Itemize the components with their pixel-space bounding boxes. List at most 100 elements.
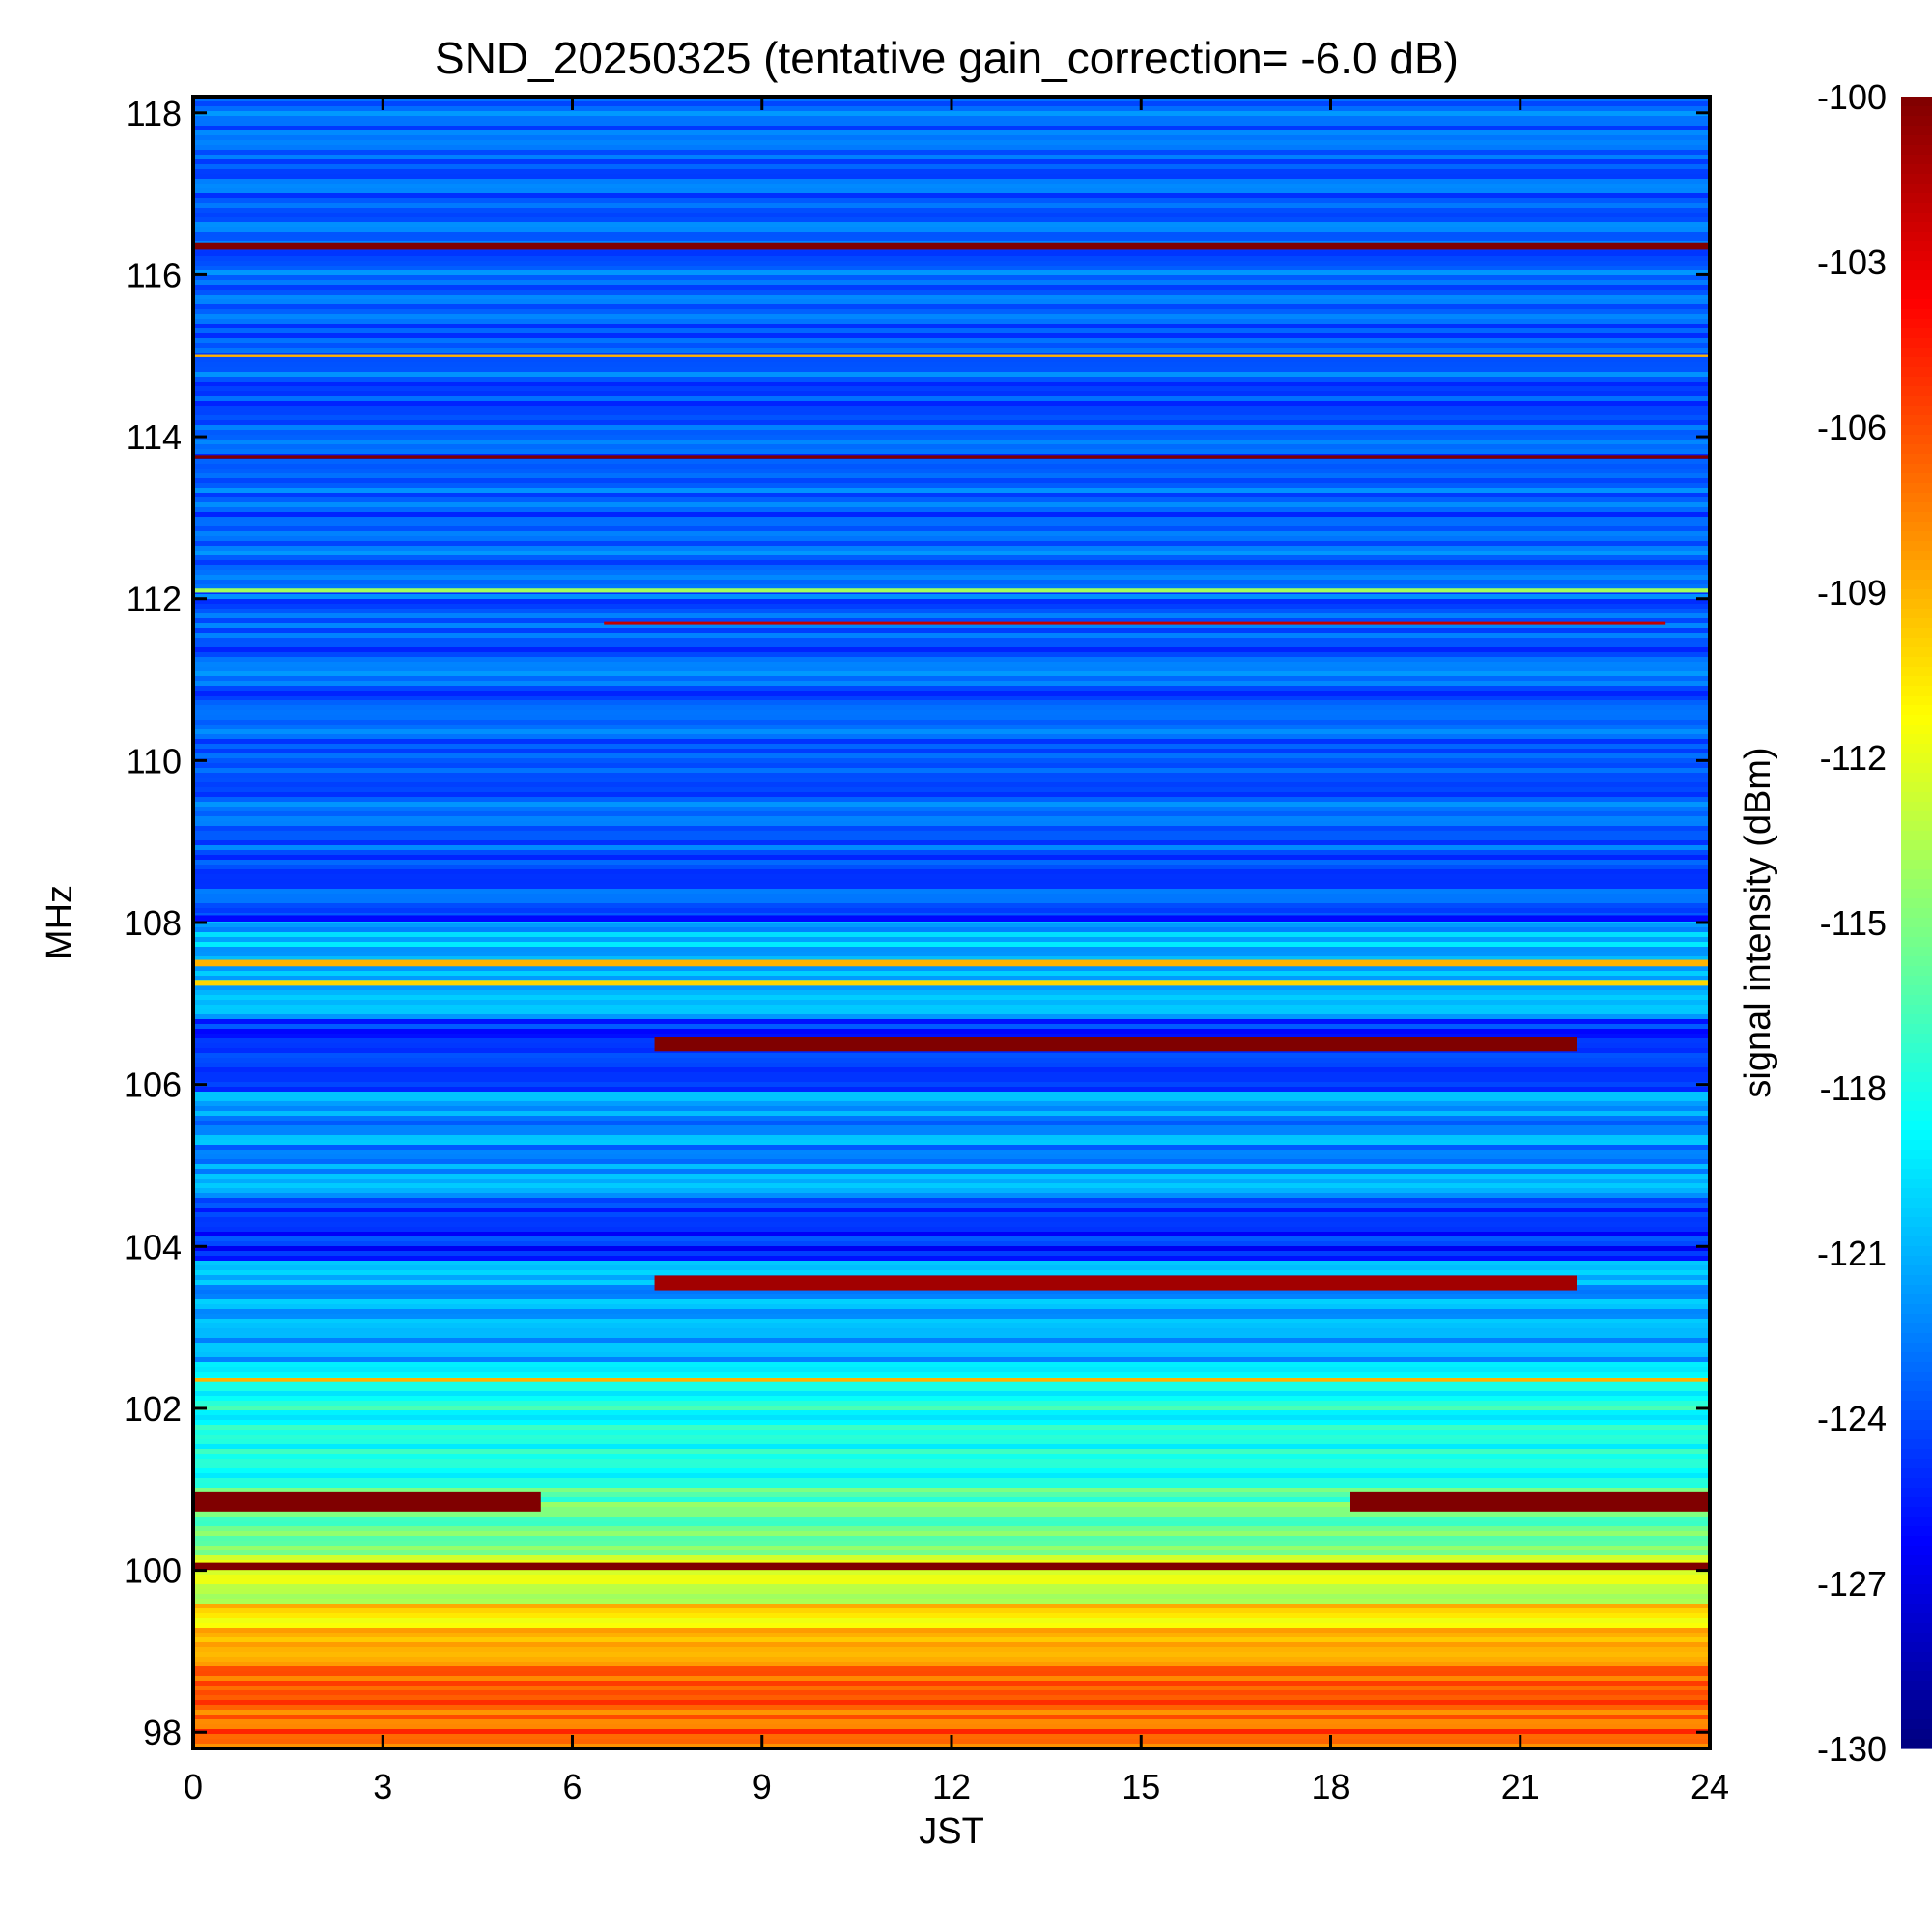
colorbar-segment (1901, 1101, 1932, 1112)
heatmap-row (193, 111, 1710, 116)
y-tick-label: 104 (124, 1227, 182, 1266)
y-tick-label: 108 (124, 903, 182, 943)
heatmap-row (193, 1729, 1710, 1734)
colorbar-segment (1901, 850, 1932, 861)
heatmap-row (193, 1497, 1710, 1502)
heatmap-row (193, 522, 1710, 526)
heatmap-row (193, 1541, 1710, 1546)
colorbar-segment (1901, 1565, 1932, 1576)
heatmap-row (193, 488, 1710, 493)
colorbar-tick-label: -106 (1817, 408, 1887, 447)
colorbar-segment (1901, 1188, 1932, 1199)
heatmap-row (193, 782, 1710, 787)
heatmap-row (193, 493, 1710, 497)
colorbar-segment (1901, 869, 1932, 880)
colorbar-segment (1901, 251, 1932, 262)
heatmap-row (193, 696, 1710, 700)
heatmap-row (193, 1642, 1710, 1647)
colorbar-segment (1901, 299, 1932, 310)
colorbar-segment (1901, 473, 1932, 484)
colorbar-segment (1901, 792, 1932, 803)
heatmap-row (193, 290, 1710, 295)
heatmap-row (193, 1333, 1710, 1338)
heatmap-row (193, 1710, 1710, 1715)
colorbar-segment (1901, 464, 1932, 474)
heatmap-row (193, 1294, 1710, 1299)
x-tick-label: 21 (1501, 1767, 1540, 1806)
colorbar-segment (1901, 1198, 1932, 1208)
y-tick-label: 98 (143, 1713, 182, 1752)
colorbar-segment (1901, 1719, 1932, 1730)
heatmap-row (193, 599, 1710, 604)
heatmap-row (193, 188, 1710, 193)
heatmap-row (193, 1579, 1710, 1584)
heatmap-row (193, 681, 1710, 686)
heatmap-row (193, 1396, 1710, 1401)
heatmap-row (193, 1212, 1710, 1217)
heatmap-row (193, 1019, 1710, 1024)
colorbar-segment (1901, 1024, 1932, 1035)
x-tick-label: 24 (1690, 1767, 1729, 1806)
heatmap-row (193, 295, 1710, 299)
colorbar-segment (1901, 811, 1932, 822)
heatmap-row (193, 1652, 1710, 1657)
heatmap-row (193, 1338, 1710, 1343)
colorbar-segment (1901, 1053, 1932, 1064)
colorbar-segment (1901, 1671, 1932, 1682)
heatmap-row (193, 1633, 1710, 1637)
colorbar-segment (1901, 1575, 1932, 1585)
heatmap-row (193, 1236, 1710, 1241)
colorbar-segment (1901, 1594, 1932, 1605)
colorbar-segment (1901, 1517, 1932, 1527)
colorbar-segment (1901, 164, 1932, 175)
heatmap-row (193, 459, 1710, 464)
colorbar-segment (1901, 821, 1932, 832)
heatmap-row (193, 565, 1710, 570)
colorbar-segment (1901, 1236, 1932, 1247)
heatmap-row (193, 594, 1710, 599)
heatmap-row (193, 1270, 1710, 1275)
colorbar-segment (1901, 618, 1932, 629)
heatmap-row (193, 797, 1710, 802)
heatmap-row (193, 792, 1710, 797)
signal-line (604, 621, 1666, 625)
colorbar-segment (1901, 328, 1932, 339)
colorbar-segment (1901, 995, 1932, 1006)
signal-line (193, 354, 1710, 357)
colorbar-segment (1901, 522, 1932, 532)
colorbar-segment (1901, 1217, 1932, 1228)
colorbar-segment (1901, 116, 1932, 127)
heatmap-row (193, 1690, 1710, 1695)
heatmap-row (193, 304, 1710, 309)
heatmap-row (193, 1188, 1710, 1193)
heatmap-row (193, 1014, 1710, 1019)
heatmap-row (193, 372, 1710, 377)
heatmap-row (193, 1357, 1710, 1362)
heatmap-row (193, 1154, 1710, 1159)
heatmap-row (193, 1662, 1710, 1666)
heatmap-row (193, 995, 1710, 1000)
colorbar-segment (1901, 213, 1932, 223)
heatmap-row (193, 705, 1710, 710)
colorbar-tick-label: -100 (1817, 77, 1887, 117)
heatmap-row (193, 1082, 1710, 1087)
colorbar-segment (1901, 1372, 1932, 1382)
heatmap-row (193, 821, 1710, 826)
colorbar-segment (1901, 1111, 1932, 1122)
colorbar-segment (1901, 744, 1932, 754)
heatmap-row (193, 1072, 1710, 1077)
heatmap-row (193, 425, 1710, 430)
colorbar-segment (1901, 1449, 1932, 1460)
heatmap-row (193, 150, 1710, 155)
colorbar-segment (1901, 1526, 1932, 1537)
heatmap-row (193, 845, 1710, 850)
heatmap-row (193, 580, 1710, 584)
colorbar-segment (1901, 483, 1932, 494)
heatmap-row (193, 1150, 1710, 1154)
heatmap-row (193, 140, 1710, 145)
heatmap-row (193, 1290, 1710, 1294)
heatmap-row (193, 1063, 1710, 1067)
heatmap-row (193, 1222, 1710, 1227)
heatmap-row (193, 633, 1710, 638)
